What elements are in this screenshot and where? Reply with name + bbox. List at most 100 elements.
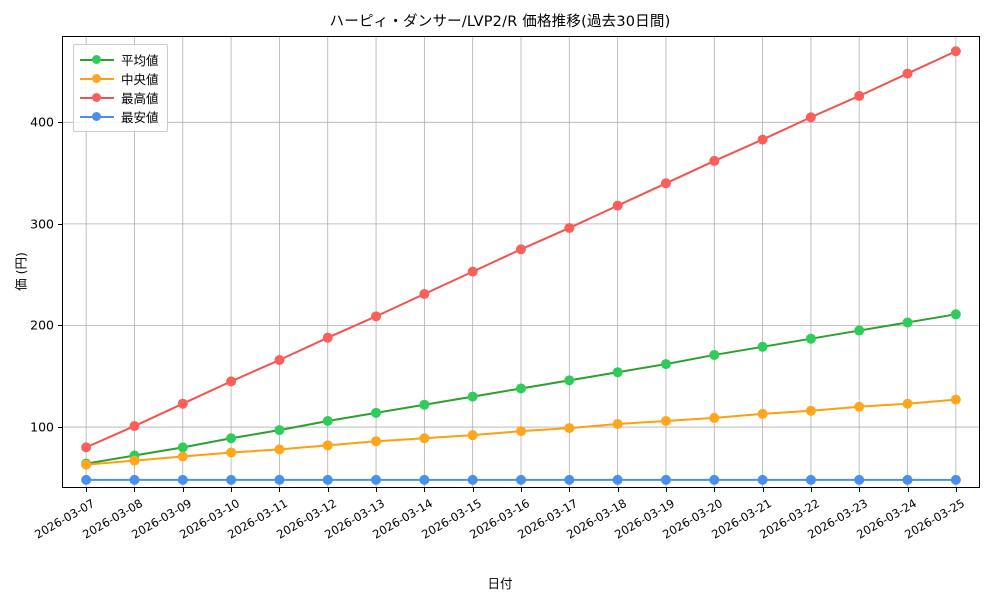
x-tick-mark <box>231 488 233 492</box>
x-tick-mark <box>569 488 571 492</box>
series-4 <box>81 474 961 485</box>
x-tick-mark <box>859 488 861 492</box>
data-point <box>709 412 720 423</box>
x-tick-mark <box>327 488 329 492</box>
data-point <box>322 415 333 426</box>
x-axis-label: 日付 <box>487 576 513 591</box>
data-point <box>564 474 575 485</box>
x-tick-mark <box>521 488 522 492</box>
data-point <box>757 134 768 145</box>
data-point <box>81 442 92 453</box>
data-point <box>516 474 526 485</box>
x-tick-mark <box>86 488 88 492</box>
legend-swatch-icon <box>80 53 114 67</box>
legend-swatch-icon <box>80 110 114 124</box>
data-point <box>226 447 237 458</box>
data-point <box>81 474 92 485</box>
data-point <box>274 444 285 455</box>
chart-title: ハーピィ・ダンサー/LVP2/R 価格推移(過去30日間) <box>329 14 671 30</box>
data-point <box>226 376 237 387</box>
x-tick-mark <box>665 488 667 492</box>
data-point <box>854 90 865 101</box>
x-tick-label: 2026-03-21 <box>708 496 774 542</box>
data-point <box>612 474 623 485</box>
x-tick-mark <box>810 488 812 492</box>
data-point <box>419 399 430 410</box>
y-tick-label: 400 <box>30 114 54 130</box>
legend-label: 中央値 <box>121 72 159 87</box>
legend-swatch-icon <box>80 91 114 105</box>
data-point <box>950 474 961 485</box>
data-point <box>371 436 382 447</box>
x-tick-label: 2026-03-07 <box>32 496 98 542</box>
x-tick-mark <box>762 488 764 492</box>
x-tick-mark <box>134 488 136 492</box>
data-point <box>660 415 671 426</box>
chart-legend: 平均値中央値最高値最安値 <box>73 44 168 132</box>
data-point <box>564 375 575 386</box>
x-tick-label: 2026-03-17 <box>515 496 581 542</box>
data-point <box>854 325 865 336</box>
data-point <box>371 474 382 485</box>
x-tick-label: 2026-03-11 <box>225 496 291 542</box>
y-tick-label: 200 <box>30 317 54 333</box>
data-point <box>757 408 768 419</box>
x-tick-mark <box>955 488 957 492</box>
x-tick-label: 2026-03-19 <box>612 496 677 542</box>
y-tick-label: 300 <box>30 216 54 232</box>
x-tick-label: 2026-03-13 <box>322 496 388 542</box>
plot-svg <box>62 36 980 488</box>
x-tick-mark <box>182 488 184 492</box>
data-point <box>177 398 188 409</box>
data-point <box>226 474 237 485</box>
data-point <box>419 289 430 299</box>
legend-swatch-icon <box>80 72 114 86</box>
data-point <box>516 426 526 437</box>
data-point <box>177 451 188 462</box>
data-point <box>516 244 526 255</box>
x-tick-label: 2026-03-12 <box>273 496 339 542</box>
legend-label: 最安値 <box>121 110 159 125</box>
data-point <box>950 394 961 405</box>
data-point <box>322 332 333 343</box>
legend-item-3[interactable]: 最高値 <box>80 88 159 107</box>
data-point <box>274 355 285 366</box>
data-point <box>660 178 671 189</box>
x-tick-mark <box>376 488 378 492</box>
x-tick-label: 2026-03-15 <box>418 496 484 542</box>
plot-border <box>62 36 980 488</box>
data-point <box>902 317 913 328</box>
data-point <box>322 474 333 485</box>
legend-item-1[interactable]: 平均値 <box>80 50 159 69</box>
x-tick-mark <box>714 488 716 492</box>
x-tick-label: 2026-03-09 <box>128 496 194 542</box>
data-point <box>805 112 816 123</box>
data-point <box>419 433 430 444</box>
data-point <box>805 474 816 485</box>
data-point <box>757 474 768 485</box>
y-tick-label: 100 <box>30 419 54 435</box>
data-point <box>129 421 140 432</box>
series-2 <box>81 394 961 470</box>
x-tick-label: 2026-03-24 <box>853 496 919 542</box>
data-point <box>129 455 140 466</box>
data-point <box>950 46 961 57</box>
data-point <box>274 425 285 436</box>
data-point <box>81 459 92 470</box>
data-point <box>467 266 478 277</box>
data-point <box>177 474 188 485</box>
x-tick-mark <box>424 488 426 492</box>
data-point <box>467 430 478 441</box>
data-point <box>805 333 816 344</box>
x-tick-mark <box>907 488 909 492</box>
data-point <box>322 440 333 451</box>
data-point <box>805 405 816 416</box>
data-point <box>226 433 237 444</box>
legend-item-2[interactable]: 中央値 <box>80 69 159 88</box>
legend-item-4[interactable]: 最安値 <box>80 107 159 126</box>
data-point <box>419 474 430 485</box>
x-tick-label: 2026-03-14 <box>370 496 436 542</box>
legend-label: 最高値 <box>121 91 159 106</box>
data-point <box>564 222 575 233</box>
data-point <box>129 474 140 485</box>
